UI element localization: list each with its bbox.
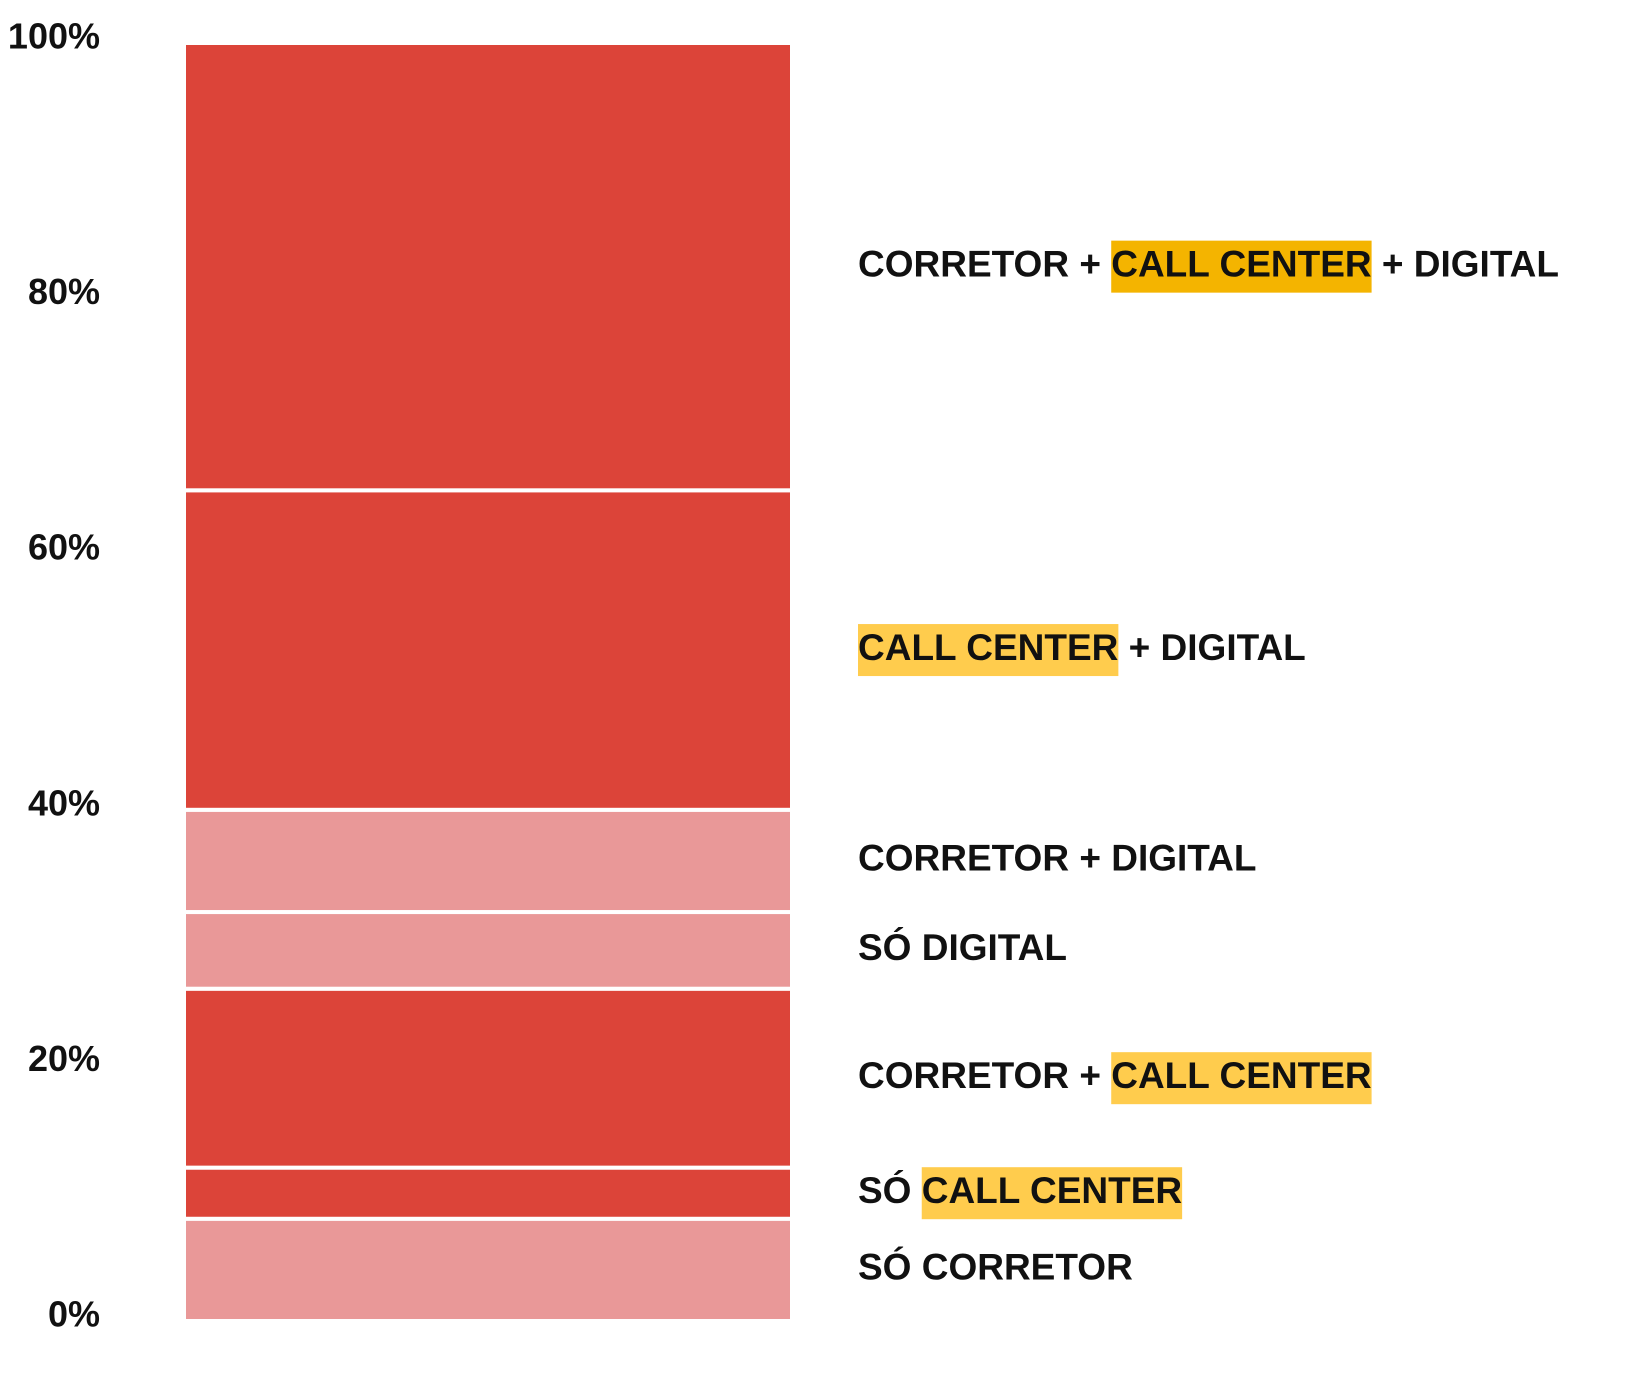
bar-segment [182,807,794,915]
y-tick-label: 60% [28,527,100,568]
bar-segment [182,41,794,493]
segment-label: CALL CENTER + DIGITAL [858,627,1306,668]
segment-label: SÓ CALL CENTER [858,1169,1182,1211]
segment-label: CORRETOR + CALL CENTER [858,1055,1372,1096]
segment-label: CORRETOR + CALL CENTER + DIGITAL [858,243,1559,284]
y-tick-label: 20% [28,1038,100,1079]
segment-label: SÓ DIGITAL [858,926,1067,968]
segment-label: SÓ CORRETOR [858,1246,1133,1288]
highlight [858,624,1119,677]
bar-segment [182,986,794,1170]
bar-segment [182,1216,794,1324]
y-tick-label: 100% [8,16,100,57]
highlight [1111,1052,1372,1105]
segment-label: CORRETOR + DIGITAL [858,838,1256,879]
labels: SÓ CORRETOR SÓ CALL CENTER CORRETOR + CALL… [858,240,1559,1288]
y-tick-label: 40% [28,782,100,823]
highlight [1111,240,1372,293]
y-tick-label: 80% [28,271,100,312]
bar-segment [182,488,794,812]
bar-segment [182,1165,794,1221]
highlight [921,1167,1183,1220]
bar-segment [182,910,794,991]
y-tick-label: 0% [48,1294,100,1335]
